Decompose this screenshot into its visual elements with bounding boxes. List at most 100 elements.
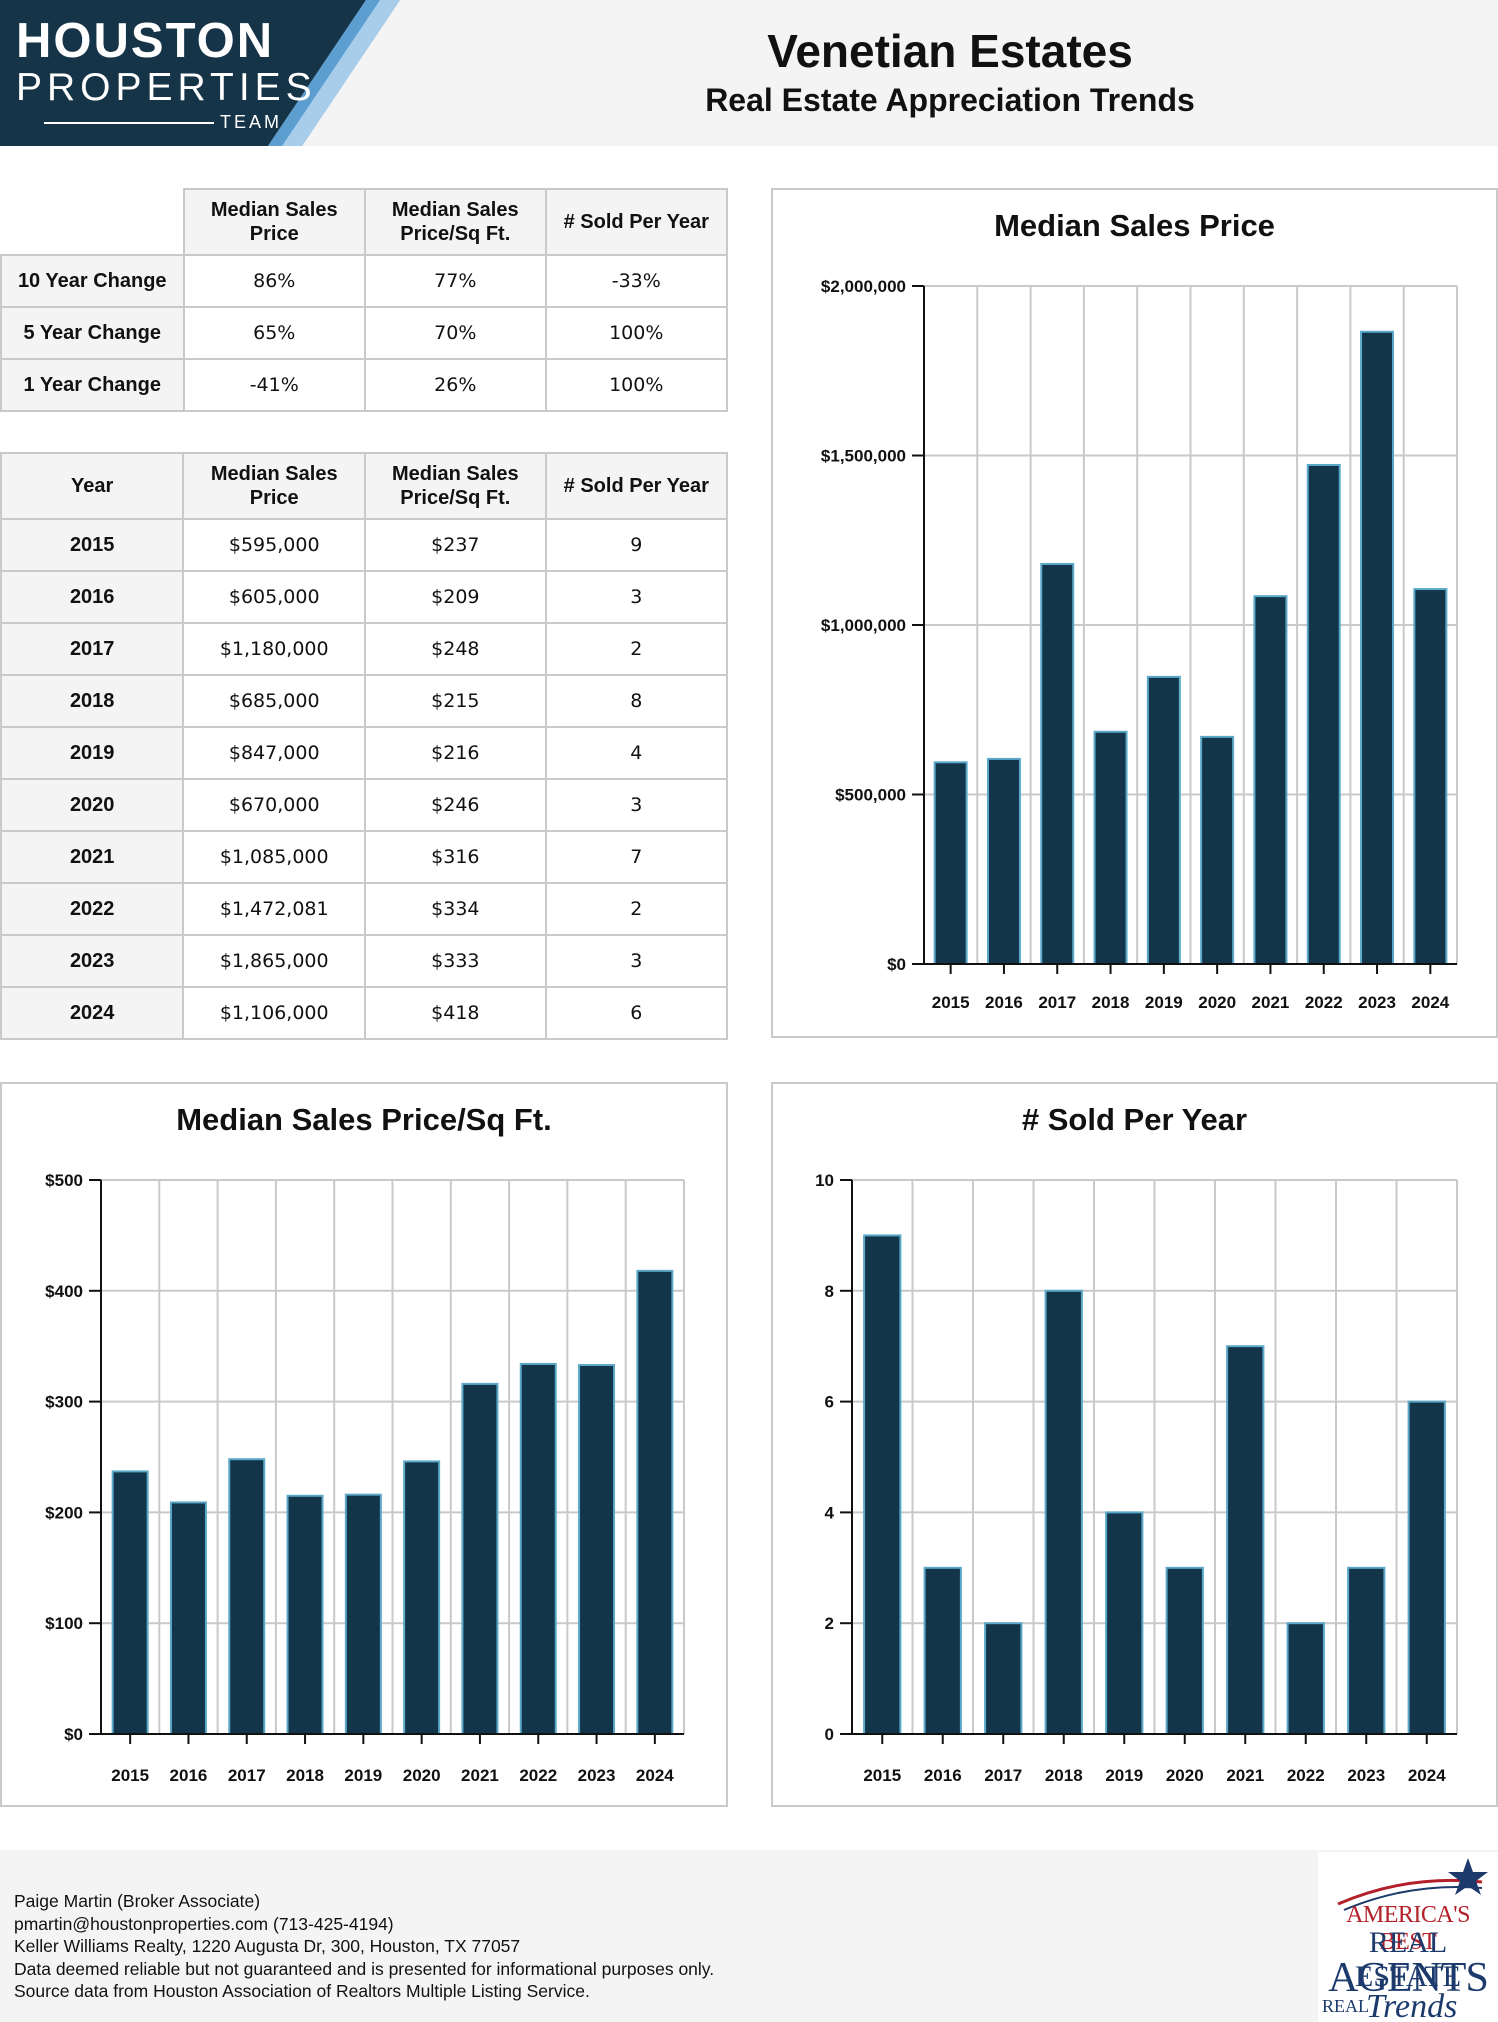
- page-title: Venetian Estates: [767, 25, 1133, 77]
- table-cell: $1,085,000: [182, 830, 367, 884]
- table-row: 2022 $1,472,081 $334 2: [0, 882, 729, 936]
- table-cell: 100%: [544, 306, 729, 360]
- x-tick-label: 2020: [1166, 1766, 1204, 1785]
- table-header-cell: [1, 189, 185, 256]
- table-cell: $670,000: [182, 778, 367, 832]
- table-cell: $1,865,000: [182, 934, 367, 988]
- x-tick-label: 2019: [344, 1766, 382, 1785]
- x-tick-label: 2020: [1198, 993, 1236, 1012]
- y-tick-label: $400: [45, 1282, 83, 1301]
- title-block: Venetian Estates Real Estate Appreciatio…: [560, 24, 1340, 120]
- bar-2021: [1253, 595, 1288, 965]
- table-cell: 7: [544, 830, 729, 884]
- change-summary-table: Median Sales Price Median Sales Price/Sq…: [0, 188, 729, 412]
- bar-2017: [1040, 562, 1075, 965]
- badge-swoosh-icon: [1337, 1858, 1488, 1911]
- table-cell: $418: [364, 986, 547, 1040]
- table-cell: $215: [364, 674, 547, 728]
- y-tick-label: 10: [815, 1171, 834, 1190]
- bar-2024: [636, 1269, 674, 1736]
- badge-line-agents: AGENTS: [1328, 1955, 1489, 2001]
- x-tick-label: 2018: [286, 1766, 324, 1785]
- table-cell: $1,472,081: [182, 882, 367, 936]
- agent-email-phone[interactable]: pmartin@houstonproperties.com (713-425-4…: [14, 1913, 394, 1934]
- brokerage-address: Keller Williams Realty, 1220 Augusta Dr,…: [14, 1936, 521, 1956]
- x-tick-label: 2024: [1408, 1766, 1446, 1785]
- x-tick-label: 2021: [1252, 993, 1290, 1012]
- bar-2016: [923, 1566, 962, 1735]
- bar-2016: [169, 1501, 207, 1736]
- y-tick-label: 4: [825, 1503, 835, 1522]
- table-row: 5 Year Change 65% 70% 100%: [0, 306, 729, 360]
- logo-team-label: TEAM: [219, 112, 282, 132]
- y-tick-label: $1,000,000: [821, 616, 906, 635]
- table-cell: -41%: [182, 358, 366, 412]
- y-tick-label: $0: [64, 1725, 83, 1744]
- median-sales-price-chart: Median Sales Price $0 $500,000 $1,000,000 $…: [771, 188, 1498, 1038]
- table-cell: $847,000: [182, 726, 367, 780]
- bar-2017: [984, 1622, 1023, 1736]
- bar-2021: [1226, 1345, 1265, 1735]
- table-cell: 6: [544, 986, 729, 1040]
- row-label: 2020: [0, 778, 185, 832]
- table-cell: 2: [544, 882, 729, 936]
- table-header-cell: # Sold Per Year: [544, 188, 729, 256]
- y-tick-label: 6: [825, 1393, 834, 1412]
- table-header-row: Year Median Sales Price Median Sales Pri…: [0, 452, 729, 520]
- bar-2023: [1360, 330, 1395, 965]
- agent-name: Paige Martin (Broker Associate): [14, 1891, 261, 1911]
- y-tick-label: $200: [45, 1503, 83, 1522]
- y-tick-label: $100: [45, 1614, 83, 1633]
- x-tick-label: 2015: [111, 1766, 149, 1785]
- table-header-row: Median Sales Price Median Sales Price/Sq…: [1, 188, 729, 256]
- logo-rule: [43, 122, 214, 125]
- footer-contact: Paige Martin (Broker Associate) pmartin@…: [14, 1890, 714, 2003]
- row-label: 1 Year Change: [0, 358, 185, 412]
- table-row: 1 Year Change -41% 26% 100%: [0, 358, 729, 412]
- y-tick-label: 8: [825, 1282, 834, 1301]
- logo-dark-block: [0, 0, 366, 146]
- logo-line-team: TEAM: [16, 112, 282, 133]
- bar-2015: [863, 1234, 902, 1735]
- x-tick-label: 2016: [985, 993, 1023, 1012]
- y-tick-label: 0: [825, 1725, 834, 1744]
- table-cell: $216: [364, 726, 547, 780]
- table-cell: 8: [544, 674, 729, 728]
- table-row: 2019 $847,000 $216 4: [0, 726, 729, 780]
- logo-text: HOUSTON PROPERTIES TEAM: [16, 16, 317, 133]
- disclaimer-text: Data deemed reliable but not guaranteed …: [14, 1958, 715, 1979]
- y-tick-label: $2,000,000: [821, 277, 906, 296]
- bar-2023: [1347, 1566, 1386, 1735]
- sold-per-year-plot: 0 2 4 6 8 10 2015 2016 2017 2018 2019 2020 2021 2022 2…: [815, 1171, 1458, 1785]
- table-cell: $595,000: [182, 518, 367, 572]
- bar-2022: [1286, 1622, 1325, 1736]
- table-cell: -33%: [544, 254, 729, 308]
- row-label: 2018: [0, 674, 185, 728]
- x-tick-label: 2023: [578, 1766, 616, 1785]
- table-header-cell: Median Sales Price: [182, 188, 366, 256]
- y-tick-label: $500,000: [835, 786, 906, 805]
- x-tick-label: 2019: [1145, 993, 1183, 1012]
- table-row: 2016 $605,000 $209 3: [0, 570, 729, 624]
- x-tick-label: 2015: [932, 993, 970, 1012]
- table-cell: 3: [544, 934, 729, 988]
- logo-line-properties: PROPERTIES: [16, 66, 317, 109]
- bar-2015: [933, 761, 968, 965]
- row-label: 2016: [0, 570, 185, 624]
- badge-line-americas-best: AMERICA'S BEST: [1346, 1902, 1470, 1955]
- x-tick-label: 2024: [1411, 993, 1449, 1012]
- x-tick-label: 2023: [1358, 993, 1396, 1012]
- table-cell: 9: [544, 518, 729, 572]
- x-tick-label: 2021: [1226, 1766, 1264, 1785]
- yearly-table-body: 2015 $595,000 $237 9 2016 $605,000 $209 3 2017…: [0, 518, 729, 1040]
- bar-2019: [1105, 1511, 1144, 1735]
- chart-title: # Sold Per Year: [1021, 1102, 1248, 1137]
- row-label: 2017: [0, 622, 185, 676]
- median-price-per-sqft-plot: $0 $100 $200 $300 $400 $500 2015 2016 2017 2018 20…: [45, 1171, 685, 1785]
- table-cell: 77%: [363, 254, 547, 308]
- bar-2021: [461, 1382, 499, 1735]
- table-row: 2024 $1,106,000 $418 6: [0, 986, 729, 1040]
- table-row: 2015 $595,000 $237 9: [0, 518, 729, 572]
- y-tick-label: 2: [825, 1614, 834, 1633]
- bar-2019: [344, 1493, 382, 1735]
